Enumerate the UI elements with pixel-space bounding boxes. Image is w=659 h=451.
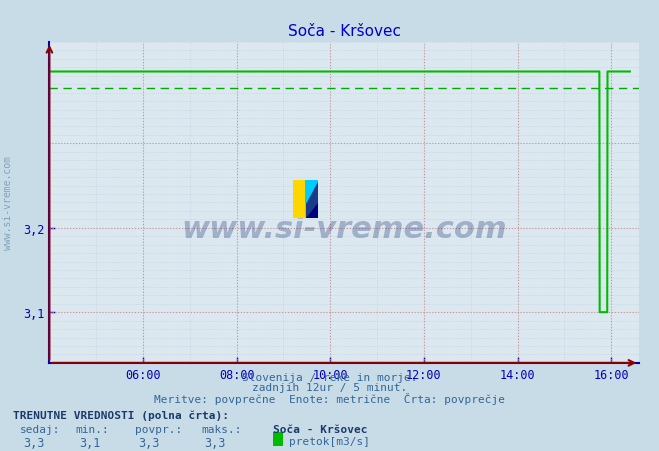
- Polygon shape: [306, 203, 318, 219]
- Text: min.:: min.:: [76, 424, 109, 434]
- Text: 3,3: 3,3: [204, 436, 225, 449]
- Polygon shape: [306, 180, 318, 203]
- Bar: [306, 180, 318, 219]
- Text: sedaj:: sedaj:: [20, 424, 60, 434]
- Text: Soča - Kršovec: Soča - Kršovec: [273, 424, 368, 434]
- Bar: [293, 180, 306, 219]
- Text: 3,1: 3,1: [79, 436, 100, 449]
- Text: 3,3: 3,3: [138, 436, 159, 449]
- Text: zadnjih 12ur / 5 minut.: zadnjih 12ur / 5 minut.: [252, 382, 407, 392]
- Text: pretok[m3/s]: pretok[m3/s]: [289, 436, 370, 446]
- Text: Meritve: povprečne  Enote: metrične  Črta: povprečje: Meritve: povprečne Enote: metrične Črta:…: [154, 392, 505, 404]
- Text: maks.:: maks.:: [201, 424, 241, 434]
- Text: 3,3: 3,3: [23, 436, 44, 449]
- Text: povpr.:: povpr.:: [135, 424, 183, 434]
- Text: www.si-vreme.com: www.si-vreme.com: [3, 156, 13, 250]
- Text: Slovenija / reke in morje.: Slovenija / reke in morje.: [242, 372, 417, 382]
- Text: www.si-vreme.com: www.si-vreme.com: [181, 214, 507, 243]
- Text: TRENUTNE VREDNOSTI (polna črta):: TRENUTNE VREDNOSTI (polna črta):: [13, 410, 229, 420]
- Title: Soča - Kršovec: Soča - Kršovec: [288, 24, 401, 39]
